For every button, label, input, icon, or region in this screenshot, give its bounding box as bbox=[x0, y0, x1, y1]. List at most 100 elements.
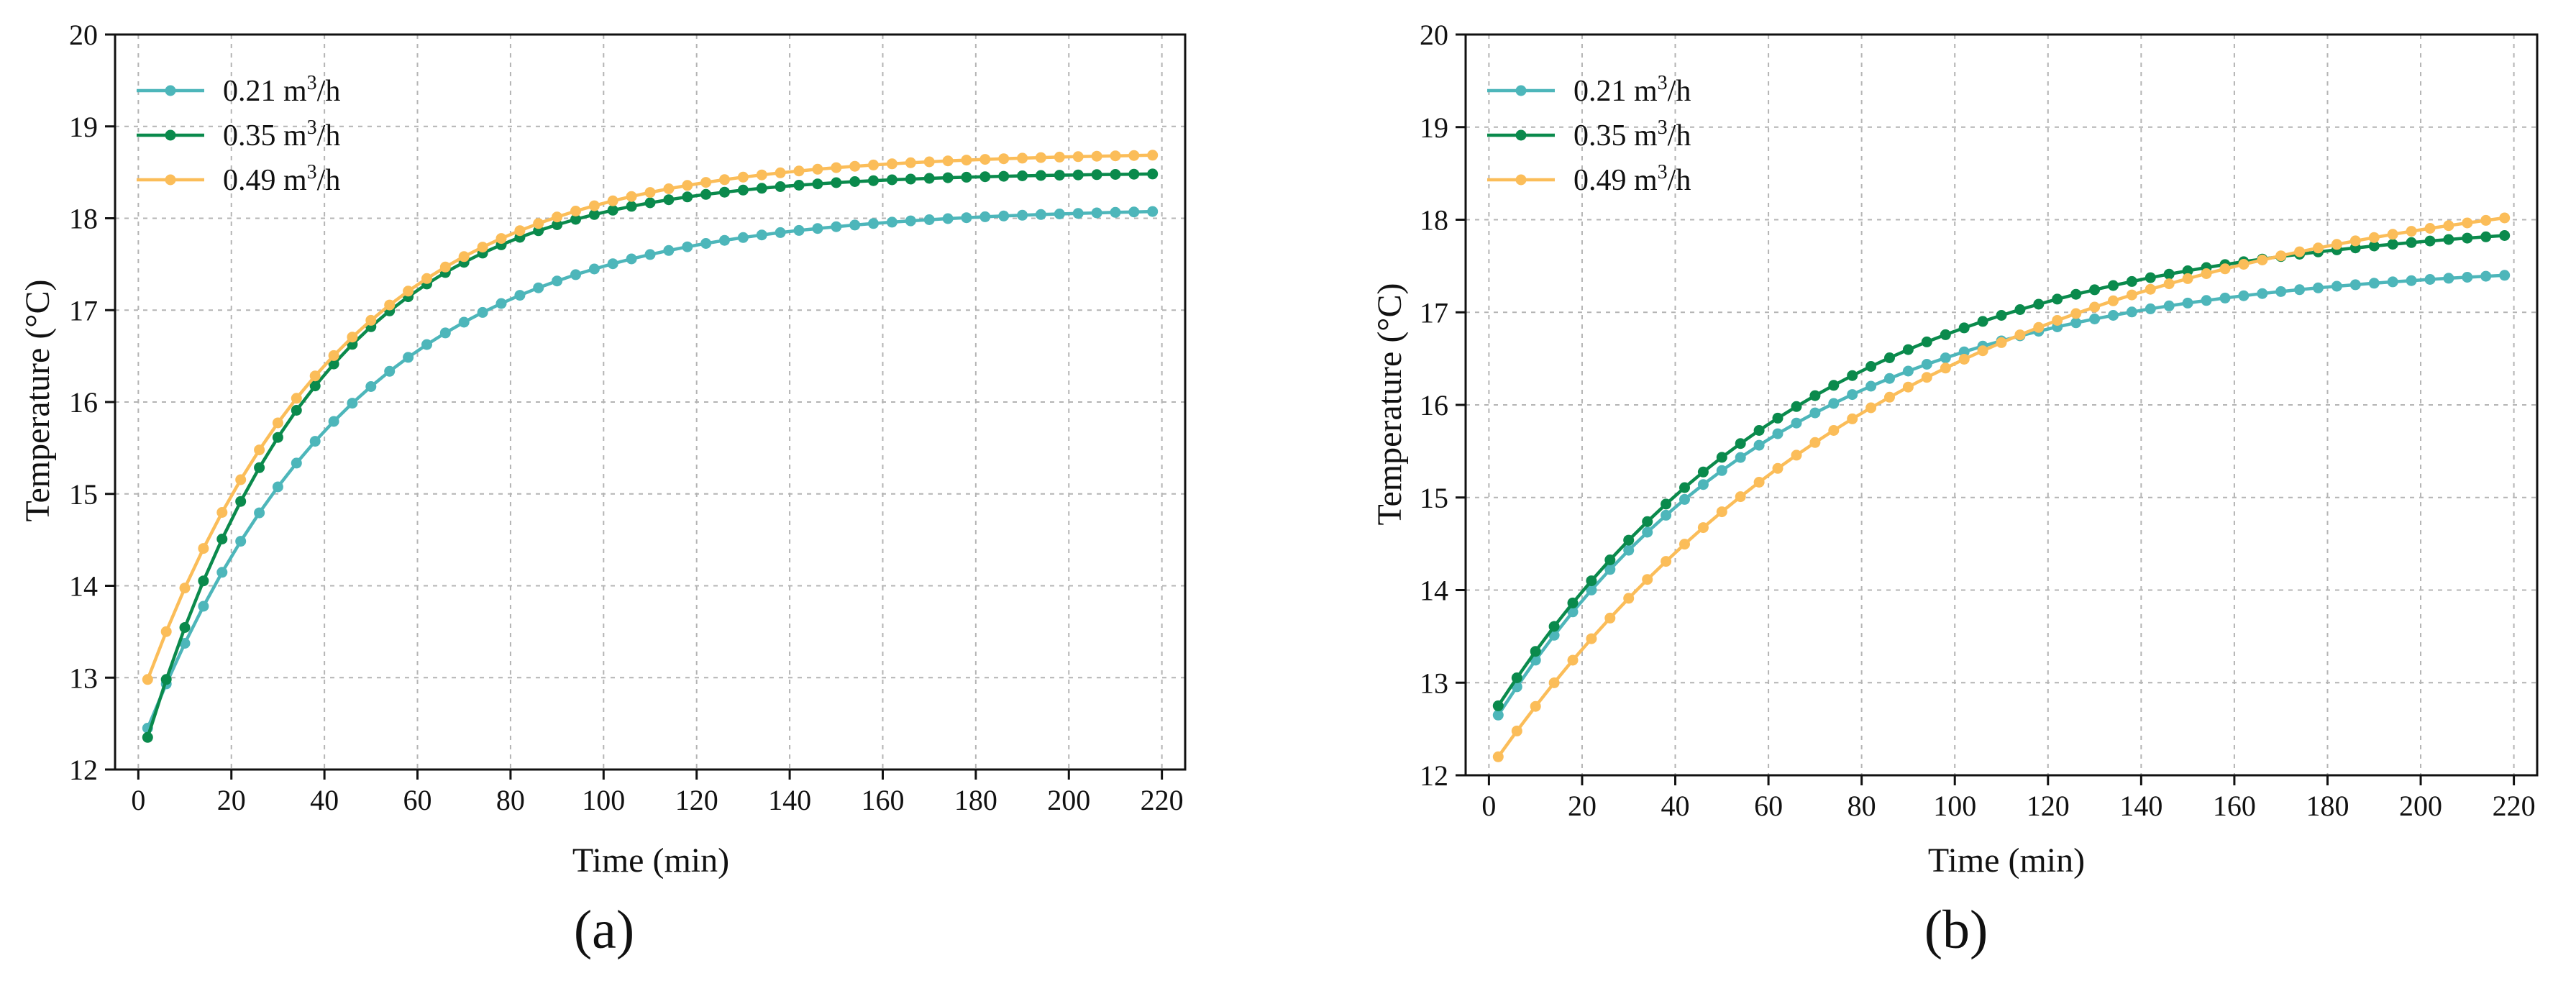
panel-b-data-point-0.49-t194 bbox=[2387, 229, 2398, 240]
panel-b-legend-label-0.35: 0.35 m3/h bbox=[1574, 117, 1691, 152]
panel-b-data-point-0.49-t118 bbox=[2033, 321, 2045, 333]
panel-a-data-point-0.35-t118 bbox=[682, 191, 693, 203]
panel-b-data-point-0.49-t86 bbox=[1884, 391, 1895, 403]
panel-a-data-point-0.21-t74 bbox=[477, 306, 488, 318]
panel-b-data-point-0.35-t54 bbox=[1735, 438, 1746, 449]
panel-a-data-point-0.21-t218 bbox=[1147, 206, 1159, 217]
panel-b-data-point-0.21-t78 bbox=[1847, 389, 1858, 401]
panel-a-data-point-0.35-t174 bbox=[942, 172, 954, 183]
panel-b-data-point-0.49-t150 bbox=[2182, 273, 2193, 284]
panel-a-data-point-0.35-t34 bbox=[291, 405, 302, 416]
panel-b-data-point-0.49-t58 bbox=[1753, 477, 1765, 488]
panel-b-series-line-0.49 bbox=[1497, 216, 2505, 758]
panel-a-legend-marker-0.49 bbox=[165, 174, 176, 186]
panel-b-data-point-0.35-t142 bbox=[2145, 272, 2156, 283]
panel-a-legend-label-0.21: 0.21 m3/h bbox=[223, 72, 340, 108]
panel-b-data-point-0.35-t66 bbox=[1791, 401, 1802, 412]
panel-a-data-point-0.49-t134 bbox=[756, 169, 767, 181]
panel-a-data-point-0.49-t122 bbox=[700, 177, 712, 188]
panel-b-data-point-0.35-t206 bbox=[2443, 234, 2454, 245]
panel-a-data-point-0.21-t214 bbox=[1128, 206, 1140, 218]
panel-a-data-point-0.49-t50 bbox=[365, 314, 377, 326]
panel-b-legend-marker-0.49 bbox=[1515, 174, 1527, 186]
panel-a-data-point-0.49-t22 bbox=[235, 474, 247, 485]
panel-b-label: (b) bbox=[1924, 900, 1988, 960]
panel-a-data-point-0.21-t190 bbox=[1017, 209, 1028, 221]
panel-a: (a) Time (min) Temperature (°C) 0 20 40 60 8… bbox=[19, 19, 1187, 960]
panel-a-series-line-0.21 bbox=[146, 209, 1153, 729]
panel-a-y-tick-label-14: 14 bbox=[69, 570, 98, 603]
panel-a-data-point-0.21-t110 bbox=[644, 249, 656, 260]
panel-b-data-point-0.49-t202 bbox=[2424, 223, 2436, 234]
panel-b-data-point-0.21-t142 bbox=[2145, 303, 2156, 314]
panel-a-data-point-0.35-t142 bbox=[793, 180, 805, 191]
panel-b-data-point-0.21-t166 bbox=[2257, 288, 2268, 299]
panel-b-data-point-0.21-t154 bbox=[2201, 295, 2212, 306]
panel-b-x-tick-label-200: 200 bbox=[2399, 790, 2442, 822]
panel-b-data-point-0.35-t30 bbox=[1623, 534, 1635, 546]
panel-b-data-point-0.35-t2 bbox=[1492, 700, 1504, 711]
panel-b-data-point-0.49-t178 bbox=[2313, 242, 2324, 254]
panel-b-data-point-0.49-t130 bbox=[2089, 301, 2101, 313]
panel-b-data-point-0.35-t18 bbox=[1567, 597, 1579, 608]
panel-b-data-point-0.35-t82 bbox=[1865, 361, 1877, 372]
panel-a-data-point-0.49-t86 bbox=[533, 218, 544, 229]
panel-b-data-point-0.21-t50 bbox=[1716, 465, 1727, 476]
panel-a-x-tick-label-100: 100 bbox=[582, 784, 625, 816]
panel-a-data-point-0.21-t178 bbox=[961, 212, 972, 224]
panel-b-data-point-0.49-t114 bbox=[2014, 329, 2026, 341]
panel-a-data-point-0.21-t34 bbox=[291, 457, 302, 469]
panel-a-legend-label-0.35: 0.35 m3/h bbox=[223, 117, 340, 152]
panel-a-x-tick-label-160: 160 bbox=[861, 784, 904, 816]
panel-b-x-tick-label-220: 220 bbox=[2493, 790, 2536, 822]
panel-b-y-tick-label-13: 13 bbox=[1420, 667, 1448, 699]
panel-a-data-point-0.49-t78 bbox=[495, 233, 507, 245]
panel-b-data-point-0.49-t90 bbox=[1902, 381, 1914, 393]
panel-a-data-point-0.49-t30 bbox=[272, 417, 283, 429]
panel-a-data-point-0.35-t198 bbox=[1054, 170, 1065, 181]
panel-b-data-point-0.35-t146 bbox=[2163, 268, 2175, 280]
panel-a-data-point-0.49-t130 bbox=[737, 171, 749, 183]
panel-b-data-point-0.49-t186 bbox=[2349, 235, 2361, 247]
panel-a-data-point-0.35-t134 bbox=[756, 183, 767, 194]
panel-a-x-tick-label-0: 0 bbox=[131, 784, 145, 816]
panel-a-data-point-0.21-t194 bbox=[1035, 209, 1046, 220]
panel-a-data-point-0.35-t206 bbox=[1091, 169, 1102, 181]
panel-b-data-point-0.35-t6 bbox=[1511, 672, 1522, 683]
panel-a-data-point-0.35-t6 bbox=[160, 674, 172, 685]
panel-a-data-point-0.21-t66 bbox=[439, 327, 451, 339]
panel-a-data-point-0.35-t150 bbox=[831, 177, 842, 188]
panel-a-data-point-0.21-t138 bbox=[775, 227, 786, 238]
panel-a-data-point-0.35-t94 bbox=[570, 214, 581, 225]
panel-b-data-point-0.49-t142 bbox=[2145, 283, 2156, 295]
panel-a-data-point-0.49-t178 bbox=[961, 155, 972, 166]
panel-b-data-point-0.35-t14 bbox=[1548, 621, 1560, 632]
panel-a-data-point-0.35-t182 bbox=[979, 171, 991, 183]
panel-a-x-axis-title: Time (min) bbox=[572, 841, 729, 880]
panel-b-data-point-0.35-t202 bbox=[2424, 235, 2436, 247]
panel-b-data-point-0.49-t94 bbox=[1921, 372, 1932, 383]
panel-b-data-point-0.35-t70 bbox=[1809, 390, 1821, 401]
panel-b-data-point-0.21-t218 bbox=[2499, 270, 2511, 281]
panel-a-data-point-0.35-t90 bbox=[552, 219, 563, 230]
panel-b-data-point-0.49-t134 bbox=[2108, 295, 2119, 306]
panel-b-data-point-0.35-t102 bbox=[1958, 322, 1970, 334]
panel-b-data-point-0.21-t182 bbox=[2331, 280, 2342, 292]
panel-b-data-point-0.49-t34 bbox=[1642, 574, 1653, 585]
panel-a-label: (a) bbox=[574, 900, 634, 960]
panel-b-x-tick-label-140: 140 bbox=[2119, 790, 2162, 822]
panel-a-data-point-0.49-t38 bbox=[309, 370, 321, 382]
panel-a-data-point-0.35-t186 bbox=[998, 170, 1010, 182]
panel-b-data-point-0.21-t126 bbox=[2070, 317, 2082, 329]
panel-a-data-point-0.21-t82 bbox=[514, 290, 526, 301]
panel-a-data-point-0.35-t158 bbox=[868, 175, 879, 186]
panel-b-data-point-0.21-t150 bbox=[2182, 297, 2193, 309]
panel-a-data-point-0.21-t102 bbox=[607, 258, 618, 270]
panel-a-data-point-0.49-t182 bbox=[979, 154, 991, 165]
panel-a-data-point-0.21-t158 bbox=[868, 218, 879, 229]
panel-b-data-point-0.49-t26 bbox=[1604, 612, 1616, 624]
panel-b-data-point-0.49-t154 bbox=[2201, 268, 2212, 279]
panel-a-data-point-0.49-t202 bbox=[1072, 151, 1084, 163]
panel-a-data-point-0.49-t18 bbox=[216, 507, 228, 518]
panel-a-data-point-0.21-t62 bbox=[421, 339, 432, 350]
